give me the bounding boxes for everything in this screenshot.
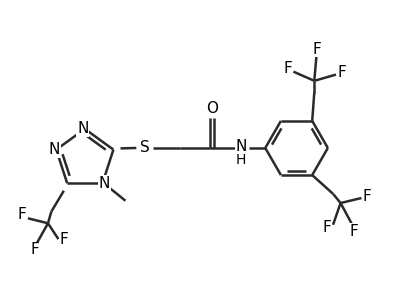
Text: F: F — [337, 65, 346, 80]
Text: F: F — [349, 224, 358, 239]
Text: H: H — [236, 154, 246, 168]
Text: F: F — [18, 207, 26, 222]
Text: O: O — [206, 101, 218, 116]
Text: F: F — [283, 61, 292, 76]
Text: N: N — [235, 139, 247, 154]
Text: F: F — [60, 233, 68, 247]
Text: N: N — [99, 176, 110, 191]
Text: F: F — [312, 42, 321, 57]
Text: F: F — [30, 242, 39, 257]
Text: N: N — [48, 142, 60, 157]
Text: S: S — [140, 140, 150, 155]
Text: F: F — [363, 189, 372, 204]
Text: N: N — [77, 121, 89, 136]
Text: F: F — [323, 220, 332, 235]
